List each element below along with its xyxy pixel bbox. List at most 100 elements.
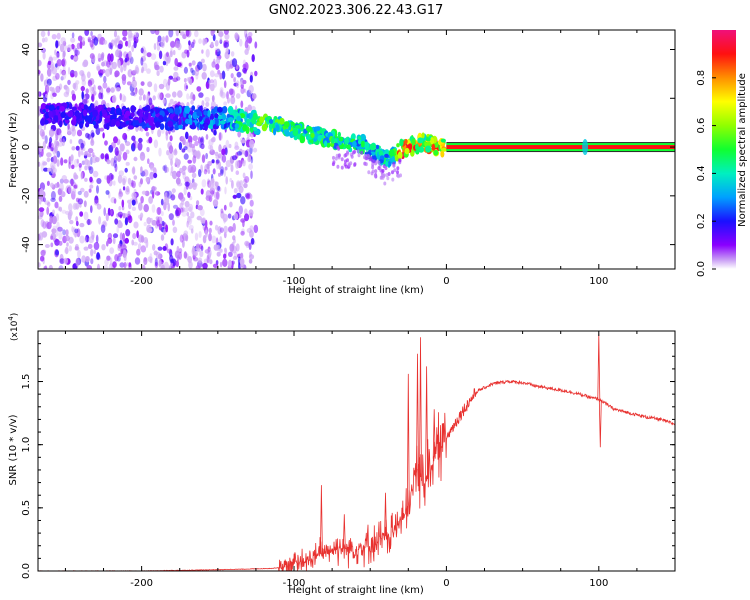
noise-speckle — [90, 95, 94, 101]
noise-speckle — [73, 158, 79, 168]
noise-speckle — [132, 233, 137, 240]
noise-speckle — [69, 219, 74, 225]
noise-speckle — [110, 157, 115, 167]
noise-speckle — [161, 220, 165, 227]
noise-speckle — [164, 166, 170, 173]
noise-speckle — [112, 261, 117, 268]
ridge-scatter — [374, 169, 378, 174]
ridge-scatter — [384, 166, 388, 171]
noise-speckle — [99, 39, 102, 45]
x-tick-label: -100 — [283, 578, 306, 589]
noise-speckle — [117, 243, 123, 249]
noise-speckle — [211, 190, 214, 197]
noise-speckle — [44, 37, 48, 43]
noise-speckle — [40, 219, 45, 228]
noise-speckle — [76, 129, 83, 137]
noise-speckle — [169, 50, 173, 58]
noise-speckle — [151, 186, 157, 191]
noise-speckle — [73, 56, 79, 61]
noise-speckle — [73, 174, 79, 180]
noise-speckle — [67, 79, 71, 85]
noise-speckle — [47, 30, 50, 37]
noise-speckle — [126, 262, 129, 267]
noise-speckle — [243, 182, 248, 189]
noise-speckle — [168, 152, 174, 161]
noise-speckle — [82, 61, 88, 68]
noise-speckle — [214, 40, 219, 47]
noise-speckle — [131, 206, 137, 211]
noise-speckle — [70, 73, 75, 78]
noise-speckle — [68, 210, 73, 217]
noise-speckle — [71, 93, 76, 102]
noise-speckle — [133, 156, 138, 162]
noise-speckle — [149, 164, 155, 171]
noise-speckle — [86, 265, 92, 269]
noise-speckle — [80, 171, 83, 180]
noise-speckle — [47, 167, 52, 172]
noise-speckle — [131, 44, 135, 53]
noise-speckle — [88, 236, 94, 244]
noise-speckle — [140, 235, 145, 243]
noise-speckle — [222, 258, 228, 267]
noise-speckle — [202, 63, 207, 72]
x-tick-label: 0 — [443, 276, 449, 287]
noise-speckle — [103, 39, 108, 45]
noise-speckle — [199, 142, 202, 149]
noise-speckle — [107, 232, 113, 240]
ridge-point — [370, 151, 376, 156]
noise-speckle — [207, 169, 211, 174]
noise-speckle — [58, 195, 63, 202]
ridge-point — [384, 153, 389, 158]
noise-speckle — [172, 219, 175, 226]
ridge-point — [397, 151, 403, 159]
noise-speckle — [187, 191, 191, 198]
noise-speckle — [96, 178, 102, 184]
ridge-point — [104, 117, 111, 123]
carrier-band-core — [446, 145, 675, 150]
spectrogram-y-axis-label: Frequency (Hz) — [8, 112, 19, 188]
noise-speckle — [165, 93, 171, 98]
ridge-point — [154, 115, 158, 124]
noise-speckle — [141, 190, 147, 195]
noise-speckle — [79, 222, 85, 228]
ridge-point — [275, 124, 280, 132]
noise-speckle — [60, 37, 66, 44]
noise-speckle — [156, 45, 161, 51]
ridge-point — [404, 147, 410, 155]
noise-speckle — [152, 95, 156, 101]
noise-speckle — [158, 147, 162, 157]
colorbar: 0.0 0.2 0.4 0.6 0.8 Normalized spectral ampl… — [696, 30, 748, 277]
noise-speckle — [55, 72, 60, 80]
ridge-point — [268, 123, 273, 130]
spectrogram-marks — [38, 30, 675, 269]
noise-speckle — [90, 248, 94, 257]
noise-speckle — [99, 127, 105, 132]
noise-speckle — [151, 219, 157, 226]
ridge-point — [120, 122, 127, 128]
noise-speckle — [79, 235, 85, 244]
noise-speckle — [68, 245, 73, 252]
noise-speckle — [71, 164, 75, 170]
noise-speckle — [44, 244, 50, 248]
noise-speckle — [136, 230, 139, 239]
noise-speckle — [220, 166, 225, 174]
noise-speckle — [199, 250, 204, 258]
ridge-scatter — [393, 168, 397, 173]
noise-speckle — [166, 190, 173, 199]
noise-speckle — [71, 146, 76, 151]
noise-speckle — [199, 208, 205, 217]
noise-speckle — [198, 92, 204, 98]
noise-speckle — [108, 66, 112, 73]
ridge-scatter — [360, 150, 364, 155]
noise-speckle — [218, 172, 221, 177]
noise-speckle — [44, 200, 50, 205]
ridge-point — [106, 107, 112, 112]
ridge-point — [364, 141, 370, 149]
noise-speckle — [95, 127, 101, 136]
noise-speckle — [119, 222, 123, 228]
noise-speckle — [96, 65, 101, 72]
noise-speckle — [244, 150, 249, 158]
noise-speckle — [42, 51, 46, 60]
ridge-point — [315, 126, 321, 131]
noise-speckle — [249, 139, 255, 149]
